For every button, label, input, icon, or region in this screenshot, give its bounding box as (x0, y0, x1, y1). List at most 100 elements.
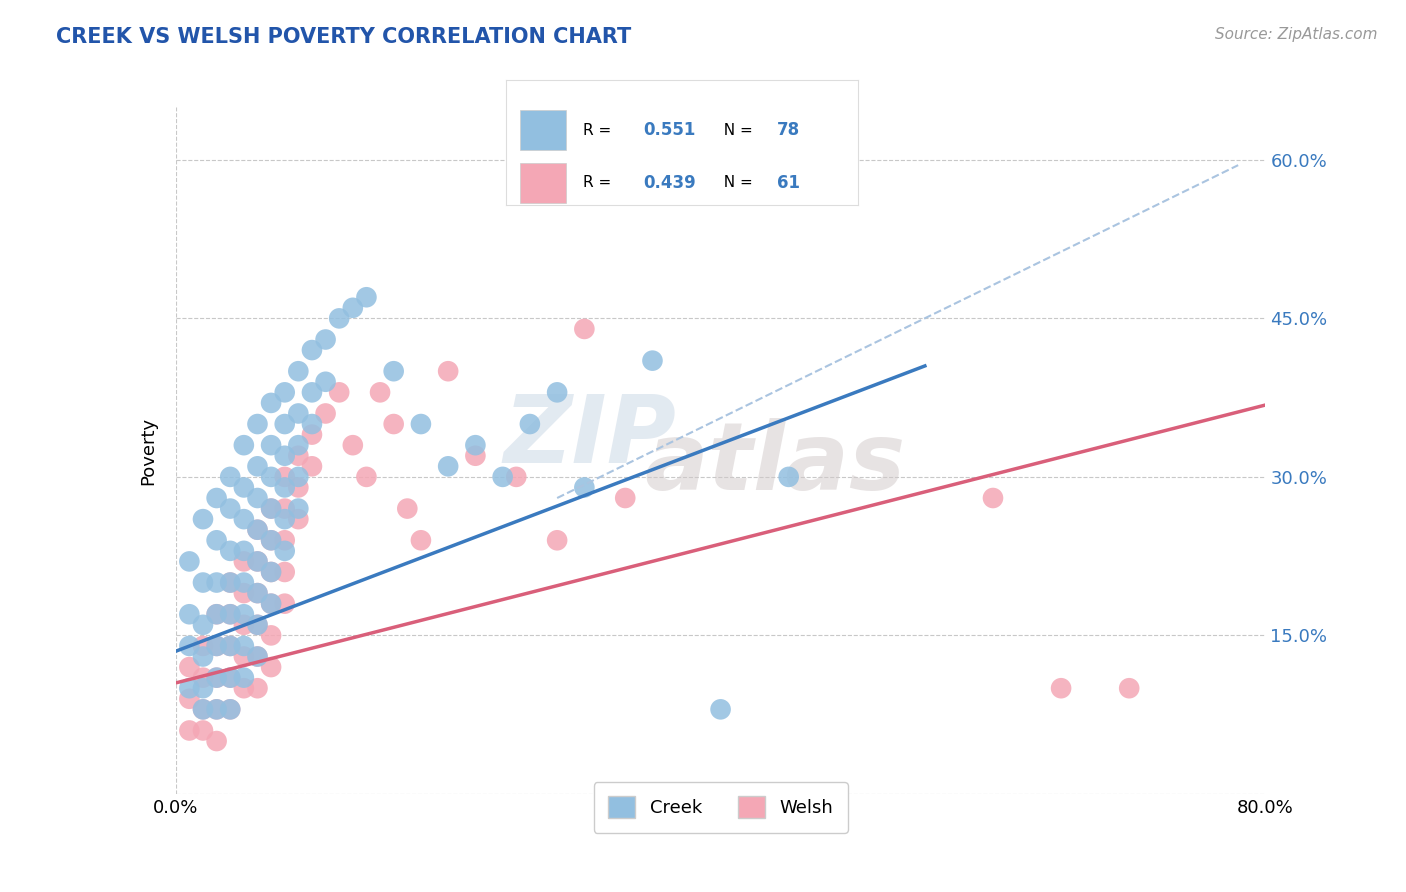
Point (219, 702, 242, 716)
Point (179, 554, 201, 568)
Point (287, 470, 309, 484)
Point (246, 681, 269, 696)
Point (191, 681, 214, 696)
Point (219, 639, 242, 653)
Point (232, 671, 254, 685)
Point (315, 333, 337, 347)
Point (342, 301, 364, 315)
Point (219, 607, 242, 622)
Point (246, 523, 269, 537)
Point (260, 597, 283, 611)
Point (260, 533, 283, 548)
Text: R =: R = (583, 123, 617, 137)
Point (574, 322, 596, 336)
Point (260, 597, 283, 611)
Point (437, 364, 460, 378)
Point (260, 533, 283, 548)
Point (232, 681, 254, 696)
Point (356, 470, 378, 484)
Point (641, 353, 664, 368)
Text: 0.551: 0.551 (644, 121, 696, 139)
Point (205, 491, 228, 505)
Point (274, 470, 297, 484)
Point (328, 311, 350, 326)
Point (232, 544, 254, 558)
Point (232, 512, 254, 526)
Point (232, 575, 254, 590)
Point (260, 565, 283, 579)
Point (232, 438, 254, 452)
Point (205, 639, 228, 653)
Point (246, 417, 269, 431)
Point (205, 575, 228, 590)
Point (710, 702, 733, 716)
Point (219, 575, 242, 590)
Point (260, 438, 283, 452)
Point (382, 417, 405, 431)
Point (546, 533, 568, 548)
Point (219, 544, 242, 558)
Point (396, 501, 419, 516)
Point (315, 375, 337, 389)
Point (179, 723, 201, 738)
Point (191, 702, 214, 716)
Point (260, 565, 283, 579)
Text: 78: 78 (778, 121, 800, 139)
Point (505, 470, 527, 484)
Point (179, 691, 201, 706)
Point (232, 586, 254, 600)
Point (260, 628, 283, 642)
Point (246, 586, 269, 600)
Point (574, 480, 596, 494)
Point (246, 617, 269, 632)
Point (287, 449, 309, 463)
Point (274, 385, 297, 400)
Text: R =: R = (583, 175, 617, 190)
Point (219, 575, 242, 590)
Point (301, 417, 323, 431)
Point (179, 607, 201, 622)
Bar (520, 111, 565, 150)
Point (219, 671, 242, 685)
Point (287, 501, 309, 516)
Point (191, 702, 214, 716)
Point (191, 512, 214, 526)
Point (191, 575, 214, 590)
Point (546, 385, 568, 400)
Point (328, 385, 350, 400)
Point (614, 491, 637, 505)
Text: ZIP: ZIP (503, 391, 676, 483)
Point (205, 607, 228, 622)
Point (179, 660, 201, 674)
Point (464, 449, 486, 463)
Text: 0.439: 0.439 (644, 174, 696, 192)
Point (464, 438, 486, 452)
Point (274, 501, 297, 516)
Point (205, 702, 228, 716)
Point (246, 523, 269, 537)
Point (205, 734, 228, 748)
Point (191, 671, 214, 685)
Point (219, 671, 242, 685)
Point (301, 459, 323, 474)
Point (205, 607, 228, 622)
Text: N =: N = (713, 175, 758, 190)
Point (260, 470, 283, 484)
Point (246, 586, 269, 600)
Text: N =: N = (713, 123, 758, 137)
Point (219, 501, 242, 516)
Point (219, 702, 242, 716)
Point (232, 480, 254, 494)
Point (301, 385, 323, 400)
Point (232, 639, 254, 653)
Point (287, 407, 309, 421)
Point (492, 470, 515, 484)
Point (382, 364, 405, 378)
Point (287, 364, 309, 378)
Point (191, 617, 214, 632)
Point (778, 470, 800, 484)
Point (274, 417, 297, 431)
Point (205, 533, 228, 548)
Legend: Creek, Welsh: Creek, Welsh (593, 782, 848, 833)
Point (205, 671, 228, 685)
